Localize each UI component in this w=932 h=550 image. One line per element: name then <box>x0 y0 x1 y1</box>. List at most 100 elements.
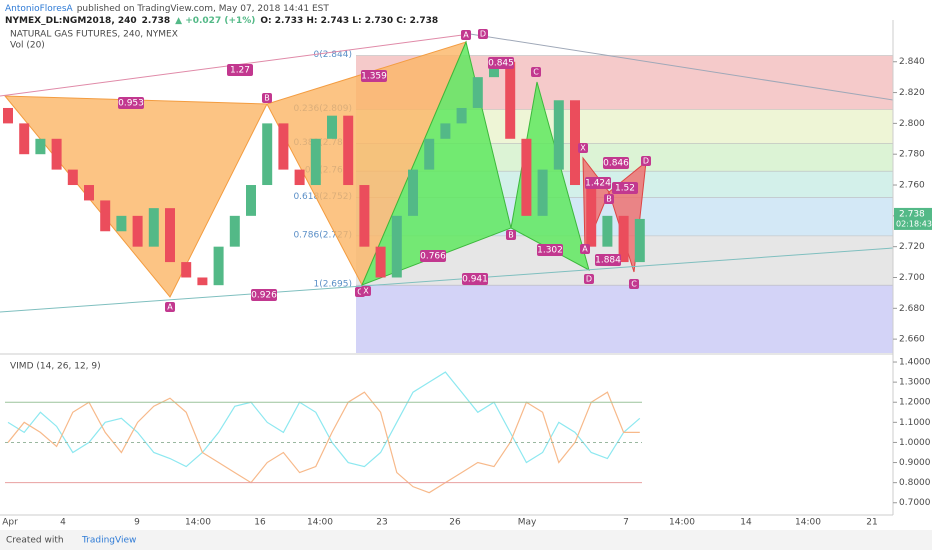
symbol-line: NYMEX_DL:NGM2018, 240 2.738 ▲ +0.027 (+1%)… <box>5 16 438 26</box>
ratio-label-box <box>603 157 629 169</box>
fib-label: 0.786(2.727) <box>293 230 352 240</box>
ratio-label-box <box>595 254 621 266</box>
ratio-label-box <box>251 289 277 301</box>
candle-body <box>310 138 321 186</box>
candle-body <box>278 123 289 170</box>
trend-line <box>469 33 894 101</box>
y-tick-label: 2.660 <box>899 335 925 345</box>
y-tick-label: 0.8000 <box>899 478 931 488</box>
y-tick-label: 2.700 <box>899 273 925 283</box>
y-tick-label: 2.760 <box>899 181 925 191</box>
ratio-label-box <box>537 244 563 256</box>
fib-label: 0(2.844) <box>313 50 352 60</box>
y-tick-label: 0.7000 <box>899 498 931 508</box>
point-label-box <box>531 67 541 77</box>
vimd-line <box>7 371 641 468</box>
y-tick-label: 2.820 <box>899 88 925 98</box>
candle-body <box>35 138 46 155</box>
point-label: B <box>264 94 270 103</box>
price-tag-label: 2.738 <box>899 209 925 219</box>
candle-body <box>456 107 467 124</box>
volume-label: Vol (20) <box>10 41 45 51</box>
axes: 2.8402.8202.8002.7802.7602.7402.7202.700… <box>2 57 932 528</box>
ratio-label-box <box>462 273 488 285</box>
candle-body <box>618 215 629 263</box>
x-tick-label: 26 <box>449 518 461 528</box>
candle-body <box>359 185 370 247</box>
point-label-box <box>584 274 594 284</box>
point-label-box <box>262 93 272 103</box>
footer-brand[interactable]: TradingView <box>81 536 136 546</box>
ratio-label: 0.845 <box>488 59 514 69</box>
candle-body <box>67 169 78 186</box>
candle-body <box>165 208 175 263</box>
y-tick-label: 2.840 <box>899 57 925 67</box>
x-tick-label: May <box>518 518 537 528</box>
candle-body <box>408 169 418 216</box>
candle-body <box>3 107 13 124</box>
candle-body <box>327 115 337 139</box>
point-label: B <box>508 231 514 240</box>
candle-body <box>570 100 580 186</box>
ratio-label: 0.846 <box>603 159 629 169</box>
candle-body <box>489 61 499 78</box>
candle-body <box>181 262 192 278</box>
candle-body <box>472 77 483 108</box>
candle-body <box>116 215 127 232</box>
point-label: C <box>631 280 637 289</box>
vimd-pane <box>5 371 642 494</box>
point-label: A <box>167 303 173 312</box>
y-tick-label: 0.9000 <box>899 458 931 468</box>
point-label: D <box>586 275 592 284</box>
y-tick-label: 2.780 <box>899 150 925 160</box>
candle-body <box>100 200 111 232</box>
ratio-label: 0.926 <box>251 291 277 301</box>
ratio-label: 1.359 <box>361 72 387 82</box>
candle-body <box>84 185 94 201</box>
point-label: X <box>363 287 369 296</box>
ratio-label: 0.941 <box>462 275 488 285</box>
ratio-label-box <box>420 250 446 262</box>
point-label-box <box>578 143 588 153</box>
header-line: AntonioFloresA published on TradingView.c… <box>5 4 329 14</box>
x-tick-label: 7 <box>623 518 629 528</box>
candle-body <box>634 218 645 263</box>
symbol: NYMEX_DL:NGM2018, 240 <box>5 16 137 26</box>
x-tick-label: Apr <box>2 518 18 528</box>
price-countdown: 02:18:43 <box>896 219 932 228</box>
candle-body <box>537 169 548 216</box>
point-label: B <box>606 195 612 204</box>
candle-body <box>424 138 435 170</box>
ratio-label-box <box>612 182 638 194</box>
candle-body <box>246 185 256 216</box>
trend-line <box>0 247 894 313</box>
x-tick-label: 14:00 <box>307 518 333 528</box>
ohlc: O: 2.733 H: 2.743 L: 2.730 C: 2.738 <box>260 16 438 26</box>
footer <box>0 530 932 550</box>
point-label-box <box>361 286 371 296</box>
candle-body <box>132 215 143 247</box>
candle-body <box>262 123 273 186</box>
point-label: C <box>533 68 539 77</box>
y-tick-label: 1.4000 <box>899 358 931 368</box>
candle-body <box>505 61 516 139</box>
ratio-label: 1.52 <box>615 184 635 194</box>
candle-body <box>521 138 532 216</box>
candle-body <box>391 215 402 278</box>
price-tag <box>894 207 932 230</box>
point-label: D <box>480 30 486 39</box>
indicator-title: VIMD (14, 26, 12, 9) <box>10 362 101 372</box>
x-tick-label: 21 <box>866 518 877 528</box>
candle-body <box>213 246 224 286</box>
candle-body <box>51 138 62 170</box>
y-tick-label: 1.0000 <box>899 438 931 448</box>
x-tick-label: 14:00 <box>669 518 695 528</box>
candle-body <box>440 123 451 139</box>
x-tick-label: 16 <box>254 518 266 528</box>
candle-body <box>586 185 597 247</box>
point-label-box <box>478 29 488 39</box>
point-label-box <box>604 194 614 204</box>
y-tick-label: 2.680 <box>899 304 925 314</box>
y-tick-label: 2.800 <box>899 119 925 129</box>
point-label: A <box>463 31 469 40</box>
